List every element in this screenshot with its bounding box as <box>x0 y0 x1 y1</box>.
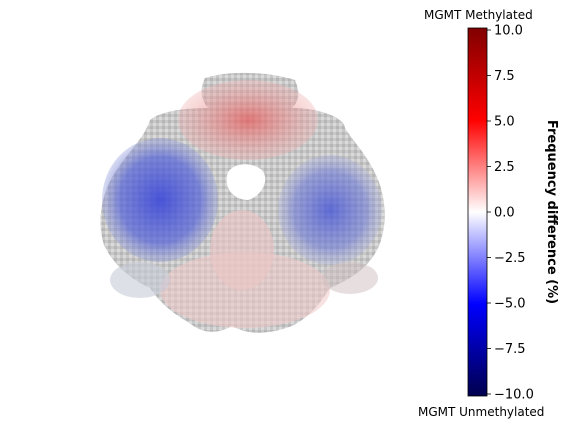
right-temporal-region <box>278 155 382 265</box>
colorbar-gradient <box>467 27 488 397</box>
lower-left-edge <box>110 262 170 298</box>
colorbar-tick-label: 2.5 <box>494 160 515 175</box>
brainstem-region <box>210 210 274 290</box>
central-gap <box>226 164 266 200</box>
colorbar-tick-label: 7.5 <box>494 69 515 84</box>
colorbar: 10.0 7.5 5.0 2.5 0.0 −2.5 −5.0 −7.5 −10.0 Freque… <box>467 24 559 403</box>
brain-heatmap <box>100 72 385 333</box>
colorbar-tick-label: 5.0 <box>494 115 515 130</box>
colorbar-tick-label: −10.0 <box>494 388 534 403</box>
methylated-label: MGMT Methylated <box>424 8 533 22</box>
left-temporal-region <box>102 138 218 262</box>
colorbar-title: Frequency difference (%) <box>544 120 559 304</box>
colorbar-ticks: 10.0 7.5 5.0 2.5 0.0 −2.5 −5.0 −7.5 −10.0 <box>487 24 534 403</box>
colorbar-tick-label: −2.5 <box>494 251 526 266</box>
colorbar-tick-label: 0.0 <box>494 206 515 221</box>
colorbar-tick-label: 10.0 <box>494 24 523 39</box>
cerebellum-region <box>160 252 330 328</box>
unmethylated-label: MGMT Unmethylated <box>418 405 545 419</box>
colorbar-tick-label: −5.0 <box>494 297 526 312</box>
lower-right-edge <box>322 262 378 294</box>
colorbar-tick-label: −7.5 <box>494 342 526 357</box>
frontal-region <box>178 80 318 160</box>
